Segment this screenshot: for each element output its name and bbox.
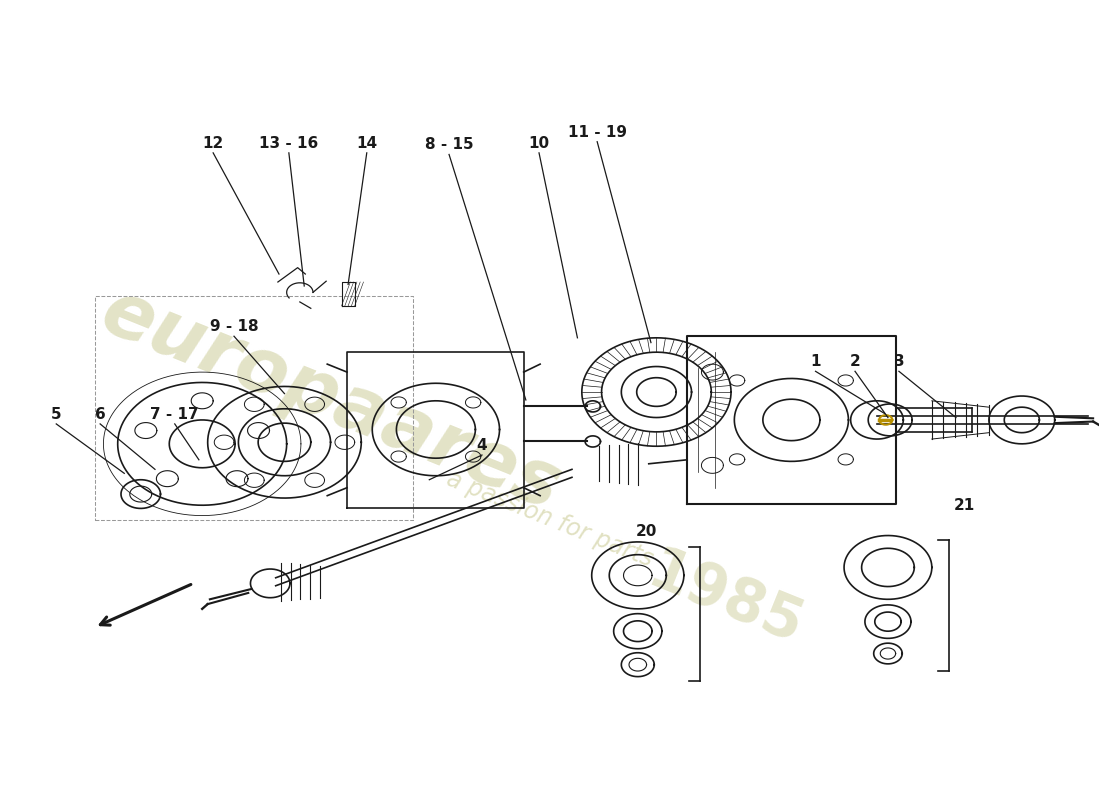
Text: 10: 10 [528, 136, 550, 150]
Text: a passion for parts: a passion for parts [443, 467, 657, 572]
Text: 21: 21 [954, 498, 976, 513]
Text: 13 - 16: 13 - 16 [260, 136, 319, 150]
Text: 5: 5 [51, 407, 62, 422]
Text: 4: 4 [476, 438, 487, 453]
Text: 1985: 1985 [639, 542, 812, 656]
Text: 11 - 19: 11 - 19 [568, 125, 627, 140]
Text: 20: 20 [636, 524, 657, 539]
Text: 12: 12 [202, 136, 223, 150]
Text: 14: 14 [356, 136, 377, 150]
Text: 2: 2 [849, 354, 860, 370]
Text: 1: 1 [811, 354, 821, 370]
Text: europaares: europaares [90, 274, 571, 526]
Text: 3: 3 [893, 354, 904, 370]
Text: 8 - 15: 8 - 15 [425, 138, 473, 152]
Text: 9 - 18: 9 - 18 [210, 319, 258, 334]
Text: 7 - 17: 7 - 17 [151, 407, 199, 422]
Text: 6: 6 [95, 407, 106, 422]
